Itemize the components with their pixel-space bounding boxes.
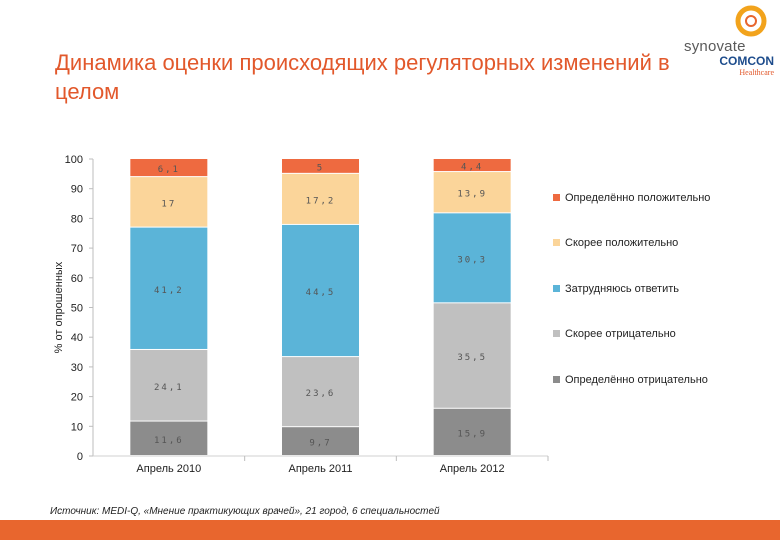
logo-healthcare-text: Healthcare xyxy=(739,68,774,77)
bar-segment xyxy=(130,349,208,421)
data-label: 5 xyxy=(317,163,324,173)
legend-label: Определённо положительно xyxy=(565,192,710,204)
legend-swatch xyxy=(553,239,560,246)
data-label: 17 xyxy=(161,199,176,209)
data-label: 17,2 xyxy=(306,196,336,206)
y-tick-label: 60 xyxy=(71,273,83,285)
bar-segment xyxy=(282,159,359,173)
bottom-accent-bar xyxy=(0,520,780,540)
bar-segment xyxy=(130,421,208,455)
legend-swatch xyxy=(553,330,560,337)
bar-segment xyxy=(433,159,511,172)
data-label: 44,5 xyxy=(306,288,336,298)
data-label: 11,6 xyxy=(154,436,184,446)
bar-segment xyxy=(282,357,359,427)
legend-label: Затрудняюсь ответить xyxy=(565,283,679,295)
synovate-comcon-logo: synovate COMCON Healthcare xyxy=(684,4,776,78)
data-label: 30,3 xyxy=(457,255,487,265)
y-tick-label: 50 xyxy=(71,303,83,315)
y-tick-label: 100 xyxy=(65,154,83,166)
data-label: 41,2 xyxy=(154,286,184,296)
bar-segment xyxy=(433,408,511,455)
y-tick-label: 80 xyxy=(71,213,83,225)
bar-segment xyxy=(130,177,208,227)
page-title: Динамика оценки происходящих регуляторны… xyxy=(55,50,670,104)
source-note: Источник: MEDI-Q, «Мнение практикующих в… xyxy=(50,506,440,517)
y-tick-label: 40 xyxy=(71,332,83,344)
y-axis-title: % от опрошенных xyxy=(53,261,65,353)
x-tick-label: Апрель 2010 xyxy=(136,463,201,475)
legend-label: Скорее положительно xyxy=(565,237,678,249)
data-label: 35,5 xyxy=(457,353,487,363)
legend-label: Скорее отрицательно xyxy=(565,328,676,340)
y-tick-label: 30 xyxy=(71,362,83,374)
bar-segment xyxy=(282,427,359,455)
data-label: 15,9 xyxy=(457,429,487,439)
y-tick-label: 20 xyxy=(71,392,83,404)
data-label: 24,1 xyxy=(154,383,184,393)
logo-ring-icon xyxy=(735,5,767,37)
bar-segment xyxy=(433,213,511,303)
bar-segment xyxy=(130,159,208,177)
legend-swatch xyxy=(553,376,560,383)
bar-segment xyxy=(282,224,359,357)
x-tick-label: Апрель 2012 xyxy=(440,463,505,475)
y-tick-label: 90 xyxy=(71,184,83,196)
data-label: 23,6 xyxy=(306,389,336,399)
y-tick-label: 0 xyxy=(77,451,83,463)
y-tick-label: 70 xyxy=(71,243,83,255)
x-tick-label: Апрель 2011 xyxy=(288,463,352,475)
bar-segment xyxy=(433,303,511,408)
legend-label: Определённо отрицательно xyxy=(565,374,708,386)
logo-comcon-text: COMCON xyxy=(719,54,774,68)
bar-segment xyxy=(433,172,511,213)
logo-synovate-text: synovate xyxy=(684,38,746,55)
stacked-bar-chart: 0 10 20 30 40 50 60 70 80 90 100 % от опрошенных 11,… xyxy=(53,154,710,475)
bar-segment xyxy=(282,173,359,224)
legend-swatch xyxy=(553,285,560,292)
data-label: 6,1 xyxy=(158,165,180,175)
legend-swatch xyxy=(553,194,560,201)
bar-segment xyxy=(130,227,208,349)
data-label: 9,7 xyxy=(309,439,331,449)
y-tick-label: 10 xyxy=(71,421,83,433)
data-label: 13,9 xyxy=(457,190,487,200)
data-label: 4,4 xyxy=(461,163,483,173)
